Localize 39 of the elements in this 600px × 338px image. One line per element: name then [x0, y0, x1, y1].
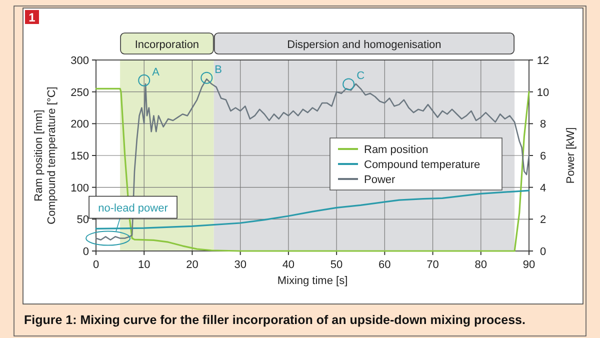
- y-tick-label: 150: [70, 150, 89, 162]
- y-axis-title: Ram position [mm] Compound temperature [°C]: [33, 86, 58, 224]
- annotation: A: [152, 66, 160, 78]
- annotation: B: [214, 64, 222, 76]
- annotation: C: [356, 70, 365, 82]
- x-tick-label: 10: [138, 259, 150, 271]
- y2-tick-label: 4: [540, 182, 546, 194]
- y2-tick-label: 8: [540, 118, 546, 131]
- x-tick-label: 0: [92, 259, 100, 271]
- x-tick-label: 70: [426, 259, 439, 271]
- y-tick-label: 200: [70, 118, 89, 131]
- legend-label: Ram position: [364, 144, 428, 156]
- text: 1: [28, 10, 36, 24]
- x-tick-label: 80: [474, 259, 488, 271]
- y-tick-label: 100: [70, 182, 89, 194]
- y2-tick-label: 12: [536, 55, 550, 67]
- legend-label: Power: [364, 174, 396, 186]
- y-tick-label: 300: [70, 55, 89, 67]
- x-tick-label: 90: [522, 259, 536, 271]
- y-tick-label: 50: [76, 214, 89, 226]
- x-tick-label: 30: [234, 259, 246, 271]
- legend-label: Compound temperature: [364, 159, 480, 171]
- x-tick-label: 20: [186, 259, 198, 271]
- y2-tick-label: 2: [540, 214, 546, 226]
- band-label: Dispersion and homogenisation: [287, 39, 442, 51]
- y-tick-label: 250: [70, 86, 89, 99]
- x-tick-label: 50: [330, 259, 343, 271]
- line-series: [95, 190, 530, 230]
- x-axis-title: Mixing time [s]: [277, 275, 348, 287]
- y2-tick-label: 6: [540, 150, 546, 162]
- x-tick-label: 40: [282, 259, 295, 271]
- band-label: Incorporation: [134, 39, 200, 51]
- annotation: no-lead power: [98, 202, 168, 214]
- y-tick-label: 0: [82, 246, 89, 258]
- y2-axis-title: Power [kW]: [565, 127, 577, 184]
- y2-tick-label: 0: [540, 246, 546, 258]
- x-tick-label: 60: [378, 259, 391, 271]
- text: Figure 1: Mixing curve for the filler incorporation of an upside-down mixing process.: [24, 313, 526, 327]
- y2-tick-label: 10: [536, 86, 550, 99]
